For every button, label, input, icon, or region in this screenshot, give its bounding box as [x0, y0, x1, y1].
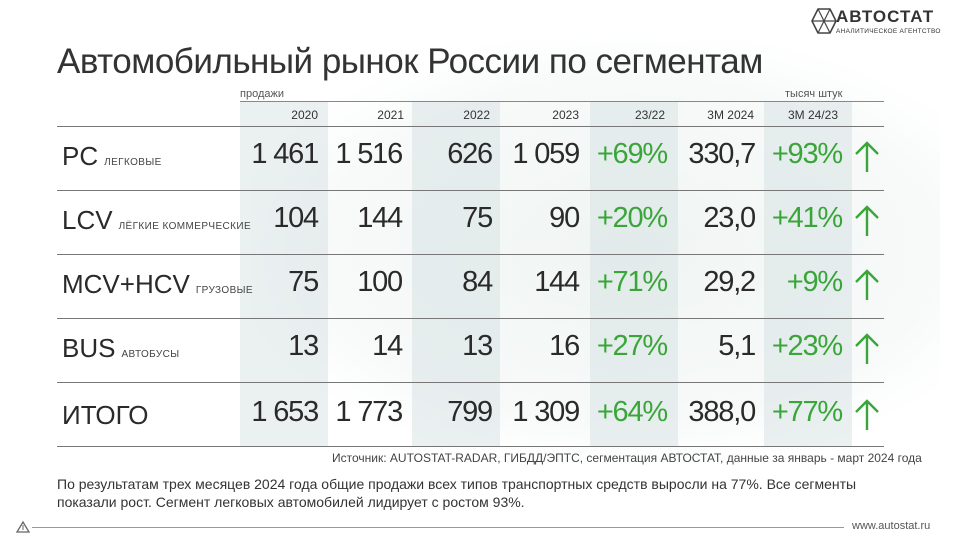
units-label: тысяч штук [785, 88, 843, 100]
value-2020: 13 [288, 330, 319, 362]
value-3m-2024: 5,1 [718, 330, 756, 362]
sales-label: продажи [240, 88, 284, 100]
russia-map-background [250, 40, 940, 460]
value-3m-2024: 388,0 [688, 396, 756, 428]
value-2022: 75 [462, 202, 493, 234]
header-2022: 2022 [463, 108, 490, 122]
change-23-22: +64% [596, 396, 668, 428]
value-2021: 144 [357, 202, 403, 234]
segment-code: BUS [62, 333, 116, 363]
brand-name: АВТОСТАТ [836, 7, 935, 26]
value-2021: 14 [372, 330, 403, 362]
header-divider [240, 101, 884, 102]
segment-code: ИТОГО [62, 400, 149, 430]
header-23-22: 23/22 [634, 108, 665, 122]
change-23-22: +20% [596, 202, 668, 234]
segment-description: грузовые [195, 285, 253, 296]
footer-url[interactable]: www.autostat.ru [852, 520, 931, 532]
up-arrow-icon [855, 333, 879, 364]
row-divider [57, 126, 884, 127]
header-3m-24-23: 3M 24/23 [787, 108, 838, 122]
header-2021: 2021 [377, 108, 404, 122]
row-divider [57, 318, 884, 319]
value-2023: 16 [549, 330, 580, 362]
header-2023: 2023 [552, 108, 579, 122]
segment-code: PC [62, 141, 99, 171]
row-divider [57, 190, 884, 191]
value-2022: 84 [462, 266, 493, 298]
value-2020: 75 [288, 266, 319, 298]
segment-code: LCV [62, 205, 113, 235]
column-shade-2022 [412, 102, 500, 446]
up-arrow-icon [855, 141, 879, 172]
value-3m-2024: 29,2 [703, 266, 756, 298]
source-note: Источник: AUTOSTAT-RADAR, ГИБДД/ЭПТС, се… [332, 451, 922, 465]
triangle-logo-icon [16, 520, 30, 533]
row-divider [57, 446, 884, 447]
brand-tagline: АНАЛИТИЧЕСКОЕ АГЕНТСТВО [836, 28, 941, 35]
segment-label: PC легковые [62, 141, 162, 172]
column-shade-3m-change [764, 102, 852, 446]
value-3m-2024: 330,7 [688, 138, 756, 170]
value-3m-2024: 23,0 [703, 202, 756, 234]
column-shade-23-22 [590, 102, 678, 446]
segment-description: легковые [104, 157, 162, 168]
segment-code: MCV+HCV [62, 269, 190, 299]
up-arrow-icon [855, 399, 879, 430]
value-2023: 144 [534, 266, 580, 298]
value-2022: 626 [447, 138, 493, 170]
column-shade-2020 [240, 102, 328, 446]
row-divider [57, 382, 884, 383]
summary-text: По результатам трех месяцев 2024 года об… [57, 476, 857, 510]
footer-divider [32, 527, 844, 528]
header-2020: 2020 [291, 108, 318, 122]
change-3m-24-23: +93% [771, 138, 843, 170]
value-2020: 1 461 [251, 138, 319, 170]
value-2020: 1 653 [251, 396, 319, 428]
value-2022: 799 [447, 396, 493, 428]
row-divider [57, 254, 884, 255]
segment-label: ИТОГО [62, 400, 148, 431]
value-2021: 100 [357, 266, 403, 298]
value-2023: 1 059 [512, 138, 580, 170]
change-3m-24-23: +41% [771, 202, 843, 234]
change-3m-24-23: +23% [771, 330, 843, 362]
segment-label: LCV лёгкие коммерческие [62, 205, 251, 236]
segment-description: автобусы [121, 349, 180, 360]
value-2021: 1 773 [335, 396, 403, 428]
change-23-22: +27% [596, 330, 668, 362]
value-2023: 1 309 [512, 396, 580, 428]
page-title: Автомобильный рынок России по сегментам [57, 42, 763, 81]
change-3m-24-23: +9% [786, 266, 843, 298]
value-2020: 104 [273, 202, 319, 234]
autostat-logo-icon [811, 8, 837, 34]
up-arrow-icon [855, 269, 879, 300]
header-3m-2024: 3M 2024 [707, 108, 754, 122]
change-23-22: +69% [596, 138, 668, 170]
up-arrow-icon [855, 205, 879, 236]
segment-label: BUS автобусы [62, 333, 180, 364]
value-2023: 90 [549, 202, 580, 234]
change-23-22: +71% [596, 266, 668, 298]
change-3m-24-23: +77% [771, 396, 843, 428]
segment-description: лёгкие коммерческие [118, 221, 252, 232]
value-2021: 1 516 [335, 138, 403, 170]
value-2022: 13 [462, 330, 493, 362]
segment-label: MCV+HCV грузовые [62, 269, 253, 300]
